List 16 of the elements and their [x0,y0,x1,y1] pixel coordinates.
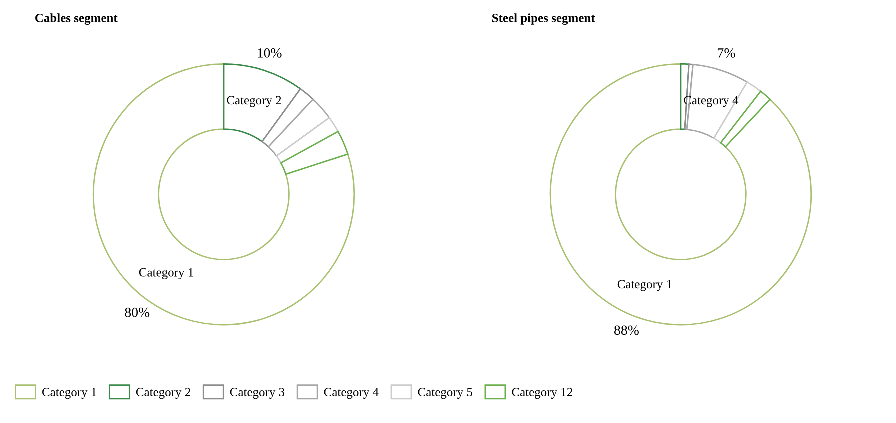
data-label: 80% [125,308,150,318]
legend-label: Category 3 [230,388,285,400]
data-label: 88% [614,326,639,336]
slice-label: Category 4 [684,96,739,108]
legend-label: Category 12 [512,388,572,400]
chart-title: Cables segment [35,14,118,26]
slice-label: Category 1 [618,280,672,292]
legend-label: Category 4 [324,388,379,400]
slice-label: Category 1 [139,268,194,280]
slice-label: Category 2 [227,96,282,108]
chart-title: Steel pipes segment [492,14,596,26]
legend-label: Category 5 [418,388,472,400]
data-label: 10% [258,48,282,58]
data-label: 7% [718,48,736,58]
legend-label: Category 1 [42,388,96,400]
legend-label: Category 2 [136,388,190,400]
